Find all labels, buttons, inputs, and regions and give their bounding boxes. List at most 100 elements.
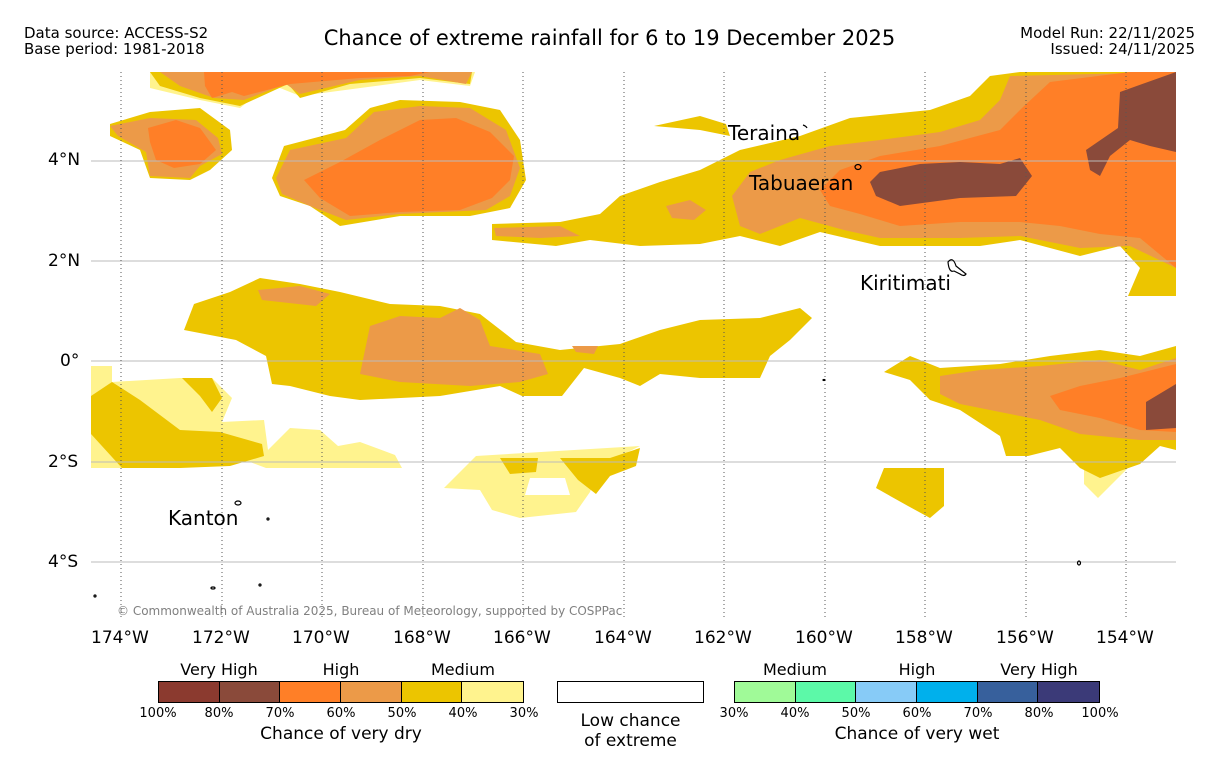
region-dry-70 [204,72,430,98]
legend-wet-colorbar [734,681,1100,703]
lon-label-174w: 174°W [91,628,149,648]
lon-gridlines [120,72,1127,620]
base-period-text: Base period: 1981-2018 [24,40,205,58]
legend-wet-header-medium: Medium [763,660,827,679]
legend-dry-colorbar [158,681,524,703]
region-dry-50 [654,116,730,136]
swatch-dry-80-100 [159,682,220,702]
swatch-wet-60-70 [917,682,978,702]
region-dry-80 [1146,384,1176,430]
island-dot [258,583,262,587]
region-dry-70 [148,120,216,168]
region-dry-60 [666,200,706,220]
island-dot [1076,560,1082,566]
island-kiritimati [947,259,967,277]
legend-low: Low chance of extreme [557,660,704,751]
region-dry-60 [572,346,598,354]
legend-wet-header-very-high: Very High [1000,660,1078,679]
legend-dry-tick: 50% [387,706,417,721]
lat-label-4s: 4°S [48,552,79,572]
lat-label-2s: 2°S [48,452,79,472]
legend-dry-title: Chance of very dry [260,724,422,744]
island-dot [266,517,270,521]
legend-wet-tick: 40% [780,706,810,721]
region-dry-50 [560,448,640,494]
region-dry-50 [876,468,944,518]
lon-label-156w: 156°W [996,628,1054,648]
probability-regions [91,72,1176,518]
data-source-text: Data source: ACCESS-S2 [24,24,209,42]
region-dry-60 [258,286,330,306]
legend-dry-header-very-high: Very High [180,660,258,679]
legend-low-line1: Low chance [580,711,681,731]
island-dot [210,586,216,590]
legend-dry-tick: 30% [509,706,539,721]
region-dry-70 [1050,364,1176,432]
place-label-tabuaeran: Tabuaeran [749,171,854,195]
lon-label-162w: 162°W [694,628,752,648]
legend-wet-tick: 100% [1081,706,1119,721]
issued-text: Issued: 24/11/2025 [1050,40,1195,58]
place-label-kanton: Kanton [168,506,239,530]
lon-label-170w: 170°W [292,628,350,648]
lon-label-172w: 172°W [192,628,250,648]
swatch-wet-80-100 [1038,682,1100,702]
lon-label-164w: 164°W [594,628,652,648]
lon-label-168w: 168°W [393,628,451,648]
lon-label-166w: 166°W [493,628,551,648]
legend-wet-tick: 50% [841,706,871,721]
region-dry-50 [182,378,222,412]
region-dry-80 [1086,72,1176,176]
copyright-notice: © Commonwealth of Australia 2025, Bureau… [117,604,623,618]
map-title: Chance of extreme rainfall for 6 to 19 D… [323,26,896,50]
legend-low-title: Low chance of extreme [557,711,704,751]
lat-label-2n: 2°N [48,251,81,271]
swatch-wet-30-40 [735,682,796,702]
region-dry-50 [184,278,812,400]
place-label-kiritimati: Kiritimati [860,271,951,295]
lat-label-0: 0° [60,351,80,371]
legend-wet-tick: 70% [963,706,993,721]
legend-dry-tick: 100% [139,706,177,721]
region-dry-80 [870,158,1032,206]
island-dot [822,378,826,382]
legend-wet-tick: 80% [1024,706,1054,721]
island-tabuaeran [854,163,862,171]
legend-dry-tick: 60% [326,706,356,721]
lat-gridlines [91,160,1176,563]
swatch-dry-50-60 [341,682,402,702]
legend-dry: Very High High Medium 100% 80% 70% 60% 5… [139,660,538,750]
legend-wet: Medium High Very High 30% 40% 50% 60% 70… [720,660,1119,750]
legend-dry-header-medium: Medium [431,660,495,679]
region-dry-70 [304,118,514,216]
region-dry-60 [360,308,548,386]
swatch-low-chance [557,681,704,703]
legend-dry-tick: 70% [265,706,295,721]
swatch-wet-70-80 [977,682,1039,702]
legend-dry-tick: 80% [204,706,234,721]
island-kanton [234,500,242,506]
lon-label-160w: 160°W [795,628,853,648]
swatch-wet-50-60 [856,682,918,702]
legend-low-line2: of extreme [584,731,677,751]
region-dry-50 [91,382,264,468]
metadata-left: Data source: ACCESS-S2 Base period: 1981… [24,25,208,57]
legend-wet-tick: 30% [719,706,749,721]
region-dry-60 [494,226,580,238]
island-dot [93,594,97,598]
swatch-dry-70-80 [219,682,281,702]
lon-label-154w: 154°W [1096,628,1154,648]
swatch-wet-40-50 [795,682,857,702]
legend-wet-header-high: High [898,660,936,679]
legend-wet-title: Chance of very wet [834,724,1000,744]
legend-dry-tick: 40% [448,706,478,721]
island-teraina [802,124,808,129]
lat-label-4n: 4°N [48,150,81,170]
legend-wet-tick: 60% [902,706,932,721]
place-label-teraina: Teraina [728,121,801,145]
swatch-dry-60-70 [280,682,342,702]
lon-label-158w: 158°W [895,628,953,648]
legend-dry-header-high: High [322,660,360,679]
swatch-dry-40-50 [401,682,463,702]
